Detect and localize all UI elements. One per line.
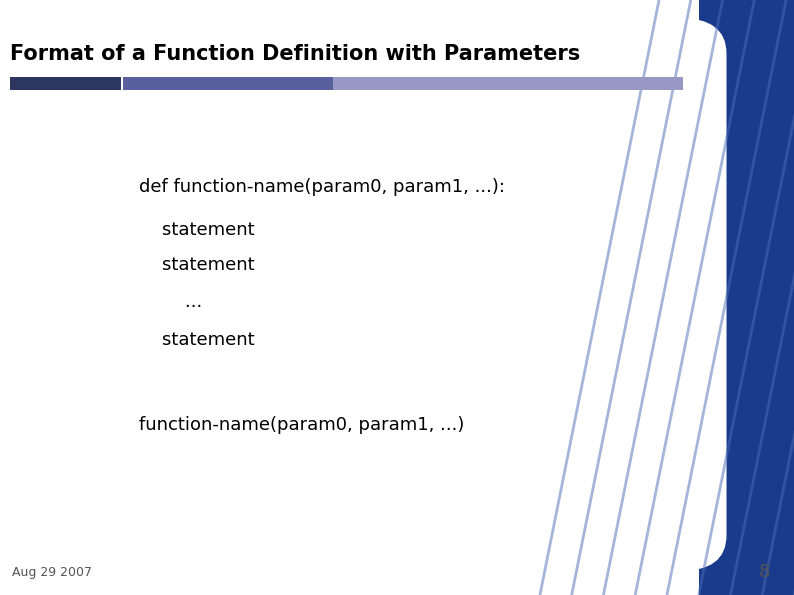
- Text: 8: 8: [759, 563, 770, 581]
- Text: statement: statement: [139, 221, 255, 239]
- Text: Aug 29 2007: Aug 29 2007: [12, 566, 92, 579]
- Bar: [0, 0, 697, 595]
- Text: function-name(param0, param1, ...): function-name(param0, param1, ...): [139, 416, 464, 434]
- Text: statement: statement: [139, 331, 255, 349]
- FancyBboxPatch shape: [8, 18, 727, 571]
- Bar: [333, 77, 683, 90]
- Bar: [10, 77, 121, 90]
- Text: def function-name(param0, param1, ...):: def function-name(param0, param1, ...):: [139, 178, 505, 196]
- Bar: [0, 0, 727, 101]
- Bar: [123, 77, 333, 90]
- Text: statement: statement: [139, 256, 255, 274]
- Text: Format of a Function Definition with Parameters: Format of a Function Definition with Par…: [10, 43, 580, 64]
- Bar: [699, 0, 794, 595]
- Text: ...: ...: [139, 293, 202, 311]
